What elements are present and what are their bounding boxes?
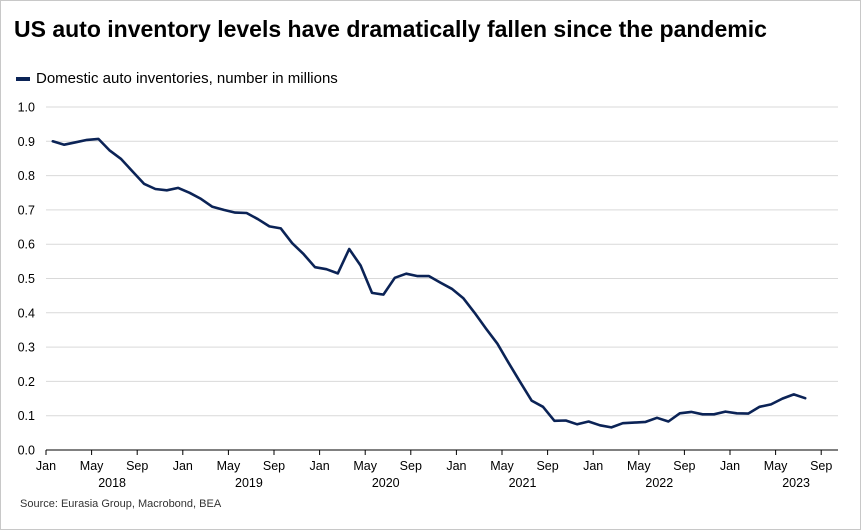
x-tick-label: Sep	[673, 459, 695, 473]
x-tick-label: Jan	[173, 459, 193, 473]
x-tick-label: Sep	[126, 459, 148, 473]
year-label: 2020	[372, 476, 400, 490]
year-labels: 2018 2019 2020 2021 2022 2023	[98, 476, 810, 490]
y-tick-label: 0.5	[18, 272, 35, 286]
x-tick-label: May	[217, 459, 241, 473]
x-tick-label: Jan	[720, 459, 740, 473]
x-tick-label: May	[80, 459, 104, 473]
year-label: 2019	[235, 476, 263, 490]
y-tick-label: 0.6	[18, 238, 35, 252]
source-note: Source: Eurasia Group, Macrobond, BEA	[20, 498, 222, 510]
year-label: 2021	[509, 476, 537, 490]
series-group	[51, 137, 807, 429]
year-label: 2018	[98, 476, 126, 490]
x-tick-label: Sep	[263, 459, 285, 473]
x-tick-label: May	[627, 459, 651, 473]
x-tick-label: Sep	[810, 459, 832, 473]
year-label: 2023	[782, 476, 810, 490]
y-axis-ticks: 0.0 0.1 0.2 0.3 0.4 0.5 0.6 0.7 0.8 0.9 1.0	[18, 101, 35, 458]
x-axis-ticks: Jan May Sep Jan May Sep Jan May Sep Jan May Sep Jan M…	[36, 450, 832, 473]
series-line	[51, 137, 807, 429]
legend-label: Domestic auto inventories, number in mil…	[36, 70, 338, 87]
x-tick-label: Jan	[36, 459, 56, 473]
legend: Domestic auto inventories, number in mil…	[16, 70, 338, 87]
y-tick-label: 0.7	[18, 203, 35, 217]
x-tick-label: Jan	[310, 459, 330, 473]
y-tick-label: 0.0	[18, 444, 35, 458]
chart-title: US auto inventory levels have dramatical…	[14, 16, 767, 42]
y-tick-label: 0.4	[18, 306, 35, 320]
y-tick-label: 0.2	[18, 375, 35, 389]
x-tick-label: May	[490, 459, 514, 473]
y-tick-label: 0.3	[18, 341, 35, 355]
x-tick-label: May	[353, 459, 377, 473]
x-tick-label: Jan	[583, 459, 603, 473]
x-tick-label: Sep	[400, 459, 422, 473]
x-tick-label: May	[764, 459, 788, 473]
y-tick-label: 0.1	[18, 409, 35, 423]
y-tick-label: 0.8	[18, 169, 35, 183]
y-tick-label: 1.0	[18, 101, 35, 115]
y-tick-label: 0.9	[18, 135, 35, 149]
legend-line-swatch	[16, 76, 30, 81]
x-tick-label: Sep	[536, 459, 558, 473]
x-tick-label: Jan	[446, 459, 466, 473]
year-label: 2022	[645, 476, 673, 490]
gridlines	[46, 106, 838, 451]
